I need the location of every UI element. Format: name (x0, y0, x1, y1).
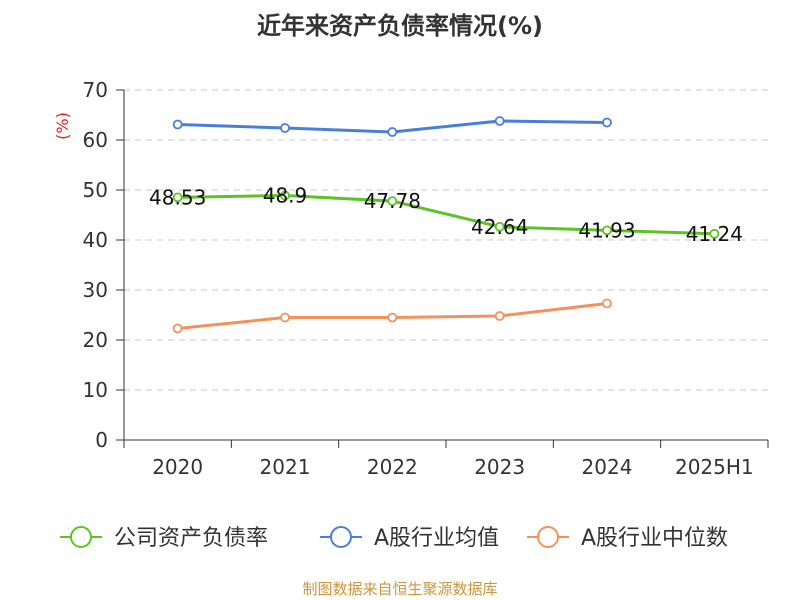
data-point (387, 127, 398, 137)
legend-label: A股行业均值 (374, 526, 499, 551)
y-tick-label: 30 (83, 278, 108, 302)
data-label: 41.24 (686, 222, 743, 246)
data-point (602, 117, 612, 128)
x-tick-label: 2021 (260, 455, 311, 479)
series-layer (172, 116, 720, 334)
y-tick-label: 70 (83, 78, 108, 102)
grid-layer (124, 89, 768, 391)
data-label: 41.93 (578, 218, 635, 242)
data-point (172, 119, 183, 130)
data-point (280, 312, 290, 323)
y-tick-label: 10 (83, 378, 108, 402)
data-point (387, 312, 398, 323)
legend: 公司资产负债率 A股行业均值 A股行业中位数 (60, 526, 728, 551)
legend-marker (537, 526, 559, 548)
y-tick-label: 40 (83, 228, 108, 252)
x-tick-label: 2024 (582, 455, 633, 479)
series-line (176, 194, 716, 236)
data-point (280, 190, 290, 201)
data-label: 42.64 (471, 215, 528, 239)
data-point (387, 196, 398, 207)
data-point (280, 123, 290, 133)
y-tick-label: 50 (83, 178, 108, 202)
data-point (602, 225, 612, 236)
data-label: 47.78 (364, 189, 421, 213)
data-point (172, 323, 183, 334)
y-tick-label: 20 (83, 328, 108, 352)
legend-marker (330, 526, 352, 548)
data-label: 48.53 (149, 185, 206, 209)
x-tick-label: 2025H1 (675, 455, 754, 479)
label-layer: 48.53 48.9 47.78 42.64 41.93 41.24 (149, 184, 743, 246)
legend-marker (70, 526, 92, 548)
data-label: 48.9 (263, 184, 308, 208)
data-point (172, 192, 183, 203)
data-point (602, 298, 612, 309)
axis-layer: 0 10 20 30 40 50 60 70 2020 2021 2022 2023 2024 2025H… (83, 78, 769, 479)
data-point (494, 311, 505, 321)
x-tick-label: 2020 (152, 455, 203, 479)
data-point (494, 116, 505, 126)
y-axis-label: (%) (53, 112, 72, 140)
legend-label: 公司资产负债率 (114, 526, 268, 551)
legend-label: A股行业中位数 (581, 526, 728, 551)
source-note: 制图数据来自恒生聚源数据库 (302, 580, 498, 598)
chart-title: 近年来资产负债率情况(%) (257, 12, 543, 40)
y-tick-label: 0 (95, 428, 108, 452)
x-tick-label: 2022 (367, 455, 418, 479)
data-point (494, 221, 505, 232)
y-tick-label: 60 (83, 128, 108, 152)
data-point (709, 228, 720, 239)
x-tick-label: 2023 (474, 455, 525, 479)
